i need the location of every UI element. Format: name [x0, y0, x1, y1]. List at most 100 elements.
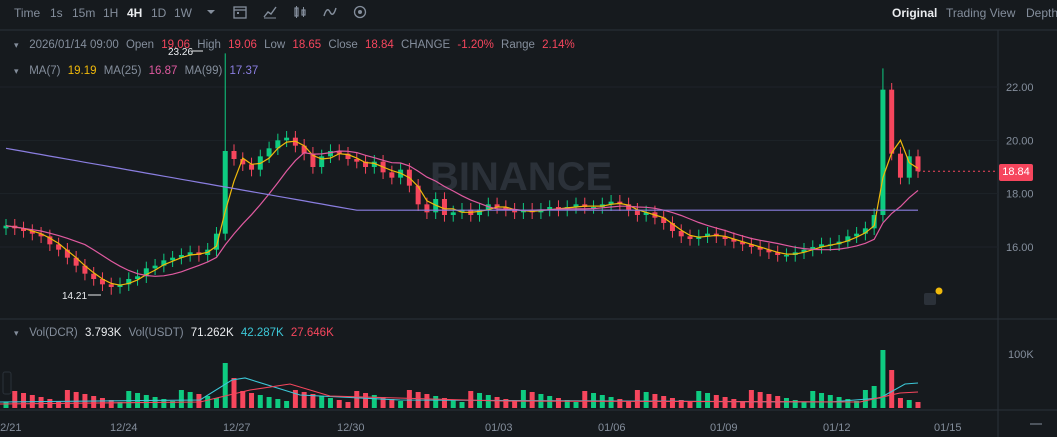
volume-bar	[731, 399, 737, 408]
interval-1d[interactable]: 1D	[151, 6, 167, 20]
candle-body	[170, 257, 176, 261]
x-tick-label: 12/30	[337, 422, 365, 434]
candle-body	[494, 204, 500, 207]
volume-bar	[801, 402, 807, 408]
ma25-value: 16.87	[148, 65, 178, 77]
volume-tick-label: 100K	[1008, 349, 1034, 361]
volume-bar	[678, 400, 684, 408]
vol-dcr-label: Vol(DCR)	[29, 327, 78, 339]
chevron-down-icon[interactable]: ▾	[14, 328, 19, 338]
candle-body	[547, 207, 553, 210]
candle-body	[731, 239, 737, 242]
volume-legend: ▾ Vol(DCR) 3.793K Vol(USDT) 71.262K 42.2…	[14, 327, 338, 339]
candle-body	[126, 279, 132, 285]
candle-body	[854, 233, 860, 237]
interval-15m[interactable]: 15m	[72, 6, 96, 20]
candle-body	[573, 204, 579, 207]
interval-time[interactable]: Time	[14, 6, 41, 20]
volume-bar	[897, 398, 903, 408]
volume-bar	[915, 402, 921, 408]
interval-1h[interactable]: 1H	[103, 6, 119, 20]
volume-bar	[705, 393, 711, 408]
volume-bar	[547, 396, 553, 408]
candle-body	[757, 247, 763, 250]
volume-ma-line	[0, 383, 919, 405]
interval-1s[interactable]: 1s	[50, 6, 63, 20]
candle-body	[845, 236, 851, 242]
ohlc-date: 2026/01/14 09:00	[29, 39, 119, 51]
x-tick-label: 01/12	[823, 422, 851, 434]
volume-bar	[222, 363, 228, 408]
ohlc-legend: ▾ 2026/01/14 09:00 Open 19.06 High 19.06…	[14, 39, 579, 51]
candle-body	[591, 207, 597, 209]
close-label: Close	[328, 39, 358, 51]
open-label: Open	[125, 39, 155, 51]
calendar-icon[interactable]	[232, 4, 248, 20]
x-tick-label: 01/15	[934, 422, 962, 434]
low-annotation: 14.21	[62, 291, 87, 302]
volume-bar	[389, 399, 395, 408]
high-value: 19.06	[228, 39, 257, 51]
candle-body	[135, 276, 141, 279]
volume-bar	[292, 390, 298, 408]
candle-body	[3, 225, 9, 229]
y-tick-label: 20.00	[1006, 135, 1034, 147]
volume-bar	[205, 396, 211, 408]
candle-body	[626, 204, 632, 210]
candle-body	[161, 260, 167, 266]
candle-body	[801, 249, 807, 253]
interval-1w[interactable]: 1W	[174, 6, 192, 20]
candle-body	[47, 236, 53, 245]
candles-icon[interactable]	[292, 4, 308, 20]
volume-bar	[634, 390, 640, 408]
volume-bar	[643, 392, 649, 408]
volume-bar	[783, 398, 789, 408]
volume-bar	[3, 402, 9, 408]
volume-bar	[687, 402, 693, 408]
volume-bar	[91, 396, 97, 408]
volume-bar	[398, 401, 404, 408]
volume-ma-line	[0, 377, 919, 403]
change-value: -1.20%	[457, 39, 494, 51]
candle-body	[56, 244, 62, 250]
volume-bar	[889, 370, 895, 408]
volume-bar	[143, 395, 149, 408]
ma7-label: MA(7)	[29, 65, 61, 77]
settings-icon[interactable]	[352, 4, 368, 20]
candle-body	[389, 172, 395, 178]
volume-bar	[336, 400, 342, 408]
interval-4h[interactable]: 4H	[127, 6, 143, 20]
candle-body	[275, 140, 281, 149]
ma7-line	[5, 139, 919, 286]
x-tick-label: 12/21	[0, 422, 22, 434]
candle-body	[231, 151, 237, 159]
chevron-down-icon[interactable]	[203, 4, 219, 20]
chevron-down-icon[interactable]: ▾	[14, 40, 19, 50]
volume-bar	[301, 392, 307, 408]
view-depth[interactable]: Depth	[1026, 6, 1057, 20]
vol-ma-a: 42.287K	[240, 327, 284, 339]
candle-body	[21, 228, 27, 231]
volume-bar	[608, 397, 614, 408]
volume-bar	[327, 398, 333, 408]
candle-body	[766, 249, 772, 253]
volume-bar	[512, 401, 518, 408]
y-tick-label: 18.00	[1006, 189, 1034, 201]
candle-body	[608, 201, 614, 205]
candle-body	[512, 209, 518, 213]
indicator-icon[interactable]	[322, 4, 338, 20]
volume-bar	[468, 391, 474, 408]
chevron-down-icon[interactable]: ▾	[14, 66, 19, 76]
view-trading-view[interactable]: Trading View	[946, 6, 1016, 20]
x-tick-label: 01/06	[598, 422, 626, 434]
volume-bar	[319, 396, 325, 408]
volume-bar	[249, 393, 255, 408]
line-chart-icon[interactable]	[262, 4, 278, 20]
view-original[interactable]: Original	[892, 6, 938, 20]
candle-body	[64, 249, 70, 258]
candle-body	[310, 153, 316, 167]
volume-bar	[231, 378, 237, 408]
volume-bar	[275, 399, 281, 408]
candle-body	[336, 151, 342, 154]
